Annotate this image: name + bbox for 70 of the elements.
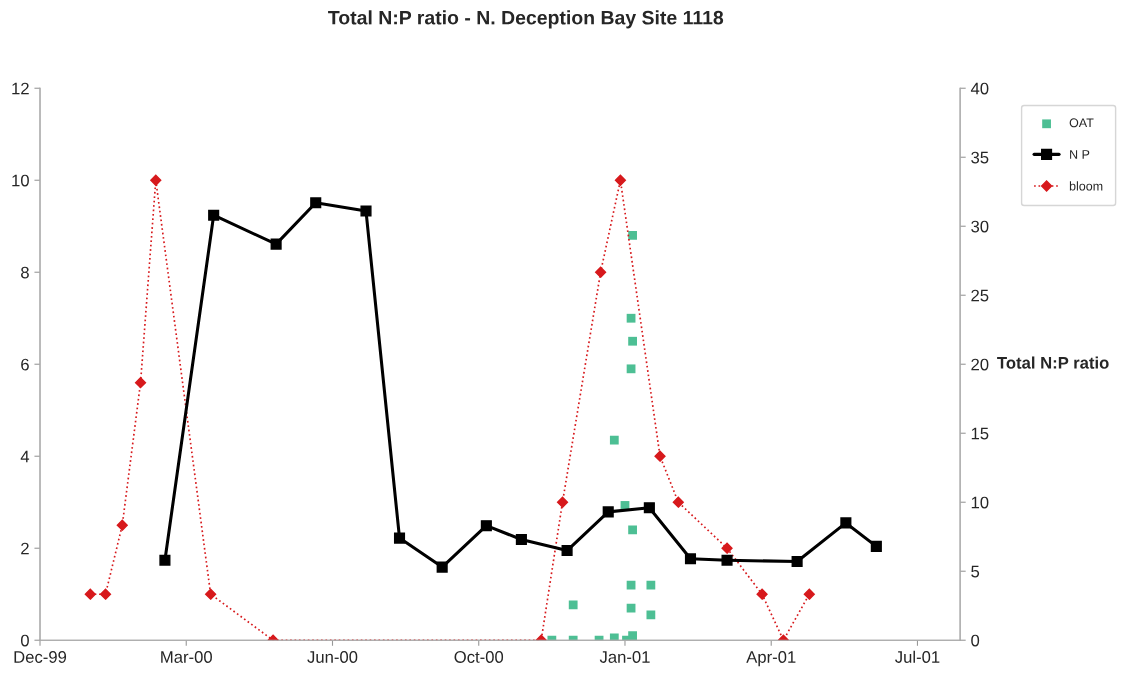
y2-tick-label: 35 bbox=[971, 151, 989, 164]
point bbox=[159, 554, 171, 566]
x-tick-label: Jan-01 bbox=[599, 651, 650, 663]
point bbox=[628, 525, 637, 535]
point bbox=[84, 588, 96, 600]
point bbox=[654, 450, 666, 462]
point bbox=[684, 553, 697, 565]
y2-axis-title: Total N:P ratio bbox=[997, 356, 1109, 369]
y-tick-label: 10 bbox=[12, 174, 29, 187]
legend-label: N P bbox=[1070, 150, 1090, 159]
y2-tick-label: 20 bbox=[971, 358, 989, 371]
point bbox=[628, 336, 637, 346]
y2-tick-label: 10 bbox=[971, 496, 989, 509]
point bbox=[270, 238, 282, 250]
point bbox=[626, 364, 636, 374]
legend-label: bloom bbox=[1069, 181, 1103, 191]
chart-title: Total N:P ratio - N. Deception Bay Site 1118 bbox=[328, 10, 724, 29]
y2-tick-label: 5 bbox=[971, 565, 980, 578]
point bbox=[515, 533, 527, 546]
x-tick-label: Dec-99 bbox=[14, 651, 67, 663]
point bbox=[614, 174, 627, 186]
point bbox=[646, 580, 656, 590]
x-tick-label: Oct-00 bbox=[454, 651, 504, 663]
point bbox=[803, 588, 815, 600]
y-tick-label: 12 bbox=[12, 82, 29, 95]
point bbox=[393, 532, 406, 544]
y2-tick-label: 15 bbox=[971, 427, 989, 440]
point bbox=[310, 197, 322, 209]
point bbox=[480, 520, 492, 532]
point bbox=[436, 561, 448, 573]
y-tick-label: 8 bbox=[21, 266, 29, 279]
x-tick-label: Jul-01 bbox=[895, 650, 940, 663]
point bbox=[672, 496, 684, 508]
point bbox=[561, 544, 573, 557]
point bbox=[205, 588, 217, 600]
point bbox=[840, 517, 852, 529]
y2-tick-label: 30 bbox=[971, 220, 989, 233]
y-tick-label: 2 bbox=[21, 542, 29, 555]
x-tick-label: Mar-00 bbox=[161, 651, 212, 663]
y-tick-label: 4 bbox=[20, 450, 30, 463]
point bbox=[870, 540, 882, 552]
y-tick-label: 6 bbox=[21, 358, 29, 371]
point bbox=[756, 588, 768, 600]
point bbox=[568, 600, 578, 610]
point bbox=[360, 205, 372, 217]
x-tick-label: Jun-00 bbox=[307, 651, 358, 663]
point bbox=[628, 631, 637, 641]
point bbox=[643, 502, 655, 514]
point bbox=[609, 435, 619, 445]
point bbox=[134, 377, 147, 389]
point bbox=[626, 313, 636, 323]
y2-tick-label: 40 bbox=[970, 82, 989, 95]
point bbox=[609, 633, 619, 641]
point bbox=[595, 266, 607, 278]
legend-label: OAT bbox=[1069, 118, 1094, 128]
point bbox=[99, 588, 112, 600]
point bbox=[116, 519, 128, 531]
point bbox=[602, 506, 614, 518]
point bbox=[628, 231, 637, 240]
point bbox=[791, 556, 803, 568]
y2-tick-label: 25 bbox=[971, 289, 989, 302]
point bbox=[556, 496, 569, 508]
y-tick-label: 0 bbox=[20, 634, 29, 647]
point bbox=[646, 610, 656, 620]
y2-tick-label: 0 bbox=[971, 634, 980, 647]
point bbox=[208, 209, 220, 221]
point bbox=[721, 554, 733, 566]
x-tick-label: Apr-01 bbox=[746, 651, 796, 667]
point bbox=[150, 174, 162, 186]
point bbox=[721, 542, 733, 554]
